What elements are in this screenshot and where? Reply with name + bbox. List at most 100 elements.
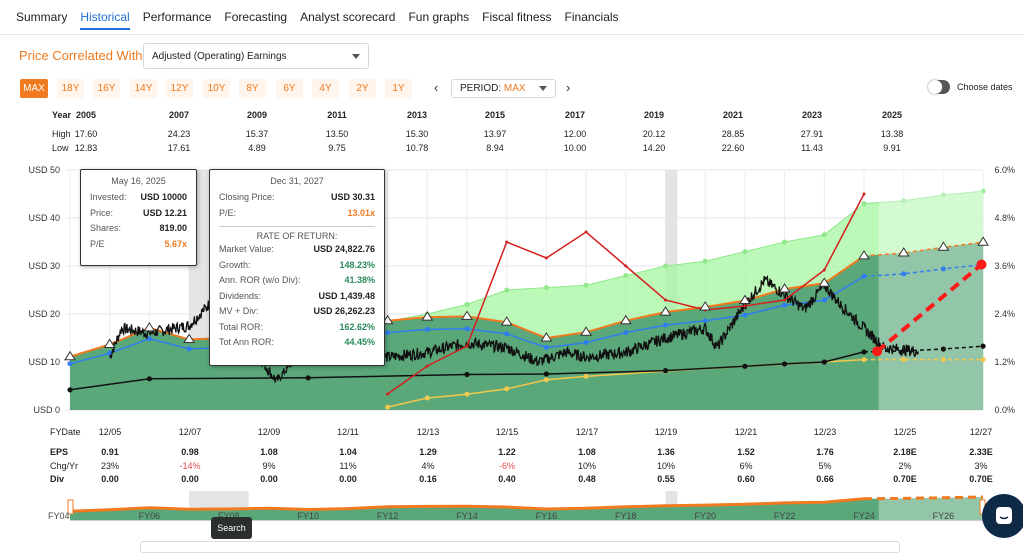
tooltip-row: Price: USD 12.21: [90, 208, 187, 224]
tab-performance[interactable]: Performance: [142, 10, 212, 24]
light-green-point: [821, 232, 827, 238]
next-period-arrow-icon[interactable]: ›: [566, 80, 571, 95]
price-correlated-label: Price Correlated With: [19, 48, 143, 63]
range-1y-button[interactable]: 1Y: [385, 79, 412, 98]
light-green-point: [782, 239, 788, 245]
year-table-low-cell: 10.00: [563, 143, 587, 153]
fy-eps-cell: 0.98: [181, 447, 199, 457]
range-2y-button[interactable]: 2Y: [349, 79, 376, 98]
light-green-point: [940, 192, 946, 198]
choose-dates-label: Choose dates: [957, 82, 1013, 92]
tab-fiscal-fitness[interactable]: Fiscal fitness: [482, 10, 552, 24]
tooltip-value: 5.67x: [164, 238, 187, 249]
year-table-high-cell: 27.91: [800, 129, 824, 139]
tooltip-row: Invested: USD 10000: [90, 192, 187, 208]
navigator-projection-overlay: [878, 490, 984, 520]
normal-pe-point: [107, 350, 113, 356]
light-green-point: [702, 258, 708, 264]
tab-fun-graphs[interactable]: Fun graphs: [408, 10, 470, 24]
range-8y-button[interactable]: 8Y: [239, 79, 266, 98]
range-6y-button[interactable]: 6Y: [276, 79, 303, 98]
year-table-high-cell: 15.37: [245, 129, 269, 139]
tab-historical[interactable]: Historical: [80, 0, 130, 30]
range-16y-button[interactable]: 16Y: [93, 79, 120, 98]
period-select[interactable]: PERIOD: MAX: [451, 79, 556, 98]
yellow-point: [861, 357, 867, 363]
tab-forecasting[interactable]: Forecasting: [224, 10, 288, 24]
fy-eps-label: EPS: [50, 447, 69, 457]
prev-period-arrow-icon[interactable]: ‹: [434, 80, 439, 95]
fy-chg-cell: 5%: [818, 461, 832, 471]
tab-financials[interactable]: Financials: [564, 10, 619, 24]
yellow-point: [464, 391, 470, 397]
normal-pe-point: [901, 271, 907, 277]
fy-dates-cell: 12/27: [969, 427, 993, 437]
fy-chg-cell: 3%: [974, 461, 988, 471]
fy-dates-cell: 12/13: [416, 427, 440, 437]
ror-value: 44.45%: [344, 337, 375, 347]
fy-div-cell: 0.00: [339, 474, 357, 484]
pe-row: P/E: 13.01x: [219, 208, 375, 224]
navigator-label: FY10: [297, 511, 319, 521]
normal-pe-point: [940, 266, 946, 272]
year-table-high-cell: 12.00: [563, 129, 587, 139]
fy-div-label: Div: [50, 474, 65, 484]
navigator-label: FY26: [933, 511, 955, 521]
ror-row: Ann. ROR (w/o Div): 41.38%: [219, 275, 375, 291]
fy-chg-cell: 9%: [262, 461, 276, 471]
normal-pe-point: [742, 312, 748, 318]
navigator-label: FY08: [218, 511, 240, 521]
tab-summary[interactable]: Summary: [16, 10, 68, 24]
range-18y-button[interactable]: 18Y: [57, 79, 84, 98]
earnings-marker: [858, 249, 870, 260]
range-14y-button[interactable]: 14Y: [130, 79, 157, 98]
normal-pe-point: [821, 297, 827, 303]
fy-eps-cell: 0.91: [101, 447, 119, 457]
tab-bar: Summary Historical Performance Forecasting A…: [0, 0, 1023, 35]
tooltip-value: USD 10000: [140, 192, 187, 202]
chat-button[interactable]: [982, 494, 1023, 538]
year-table-low-cell: 22.60: [721, 143, 745, 153]
year-table-high-cell: 28.85: [721, 129, 745, 139]
dividend-yield-point: [425, 364, 429, 368]
light-green-point: [742, 249, 748, 255]
fy-div-cell: 0.40: [498, 474, 516, 484]
fy-div-cell: 0.60: [737, 474, 755, 484]
dividend-point: [464, 371, 470, 378]
fy-date-label: FYDate: [50, 427, 81, 437]
earnings-marker: [540, 332, 553, 342]
range-12y-button[interactable]: 12Y: [166, 79, 193, 98]
year-table-low-cell: 12.83: [74, 143, 98, 153]
ror-title: RATE OF RETURN:: [256, 231, 338, 241]
choose-dates-toggle[interactable]: [928, 80, 950, 94]
normal-pe-point: [67, 361, 73, 367]
fy-div-cell: 0.00: [260, 474, 278, 484]
tooltip-label: Shares:: [90, 223, 122, 233]
range-4y-button[interactable]: 4Y: [312, 79, 339, 98]
dividend-line: [69, 351, 865, 391]
navigator-handle-left[interactable]: [67, 499, 74, 515]
navigator-label: FY14: [456, 511, 478, 521]
fy-div-cell: 0.48: [578, 474, 596, 484]
light-green-point: [583, 282, 589, 288]
fy-eps-cell: 1.29: [419, 447, 437, 457]
ror-label: Market Value:: [219, 244, 274, 254]
year-table-low-cell: 17.61: [167, 143, 191, 153]
range-10y-button[interactable]: 10Y: [203, 79, 230, 98]
fy-chg-cell: -14%: [179, 461, 201, 471]
range-max-button[interactable]: MAX: [20, 79, 48, 98]
tab-analyst-scorecard[interactable]: Analyst scorecard: [300, 10, 396, 24]
dividend-yield-point: [386, 392, 390, 396]
period-select-text: PERIOD: MAX: [460, 83, 526, 94]
ror-row: MV + Div: USD 26,262.23: [219, 306, 375, 322]
year-table-years-cell: 2005: [75, 110, 97, 120]
axis-tick-label: USD 40: [28, 213, 60, 223]
year-table-years-cell: 2015: [484, 110, 506, 120]
chat-icon: [996, 507, 1012, 524]
fy-eps-cell: 1.52: [737, 447, 755, 457]
fy-div-cell: 0.16: [419, 474, 437, 484]
correlated-select[interactable]: Adjusted (Operating) Earnings: [143, 43, 369, 69]
year-table-low-cell: 4.89: [248, 143, 266, 153]
high-label: High: [52, 129, 71, 139]
year-table-years-cell: 2009: [246, 110, 268, 120]
